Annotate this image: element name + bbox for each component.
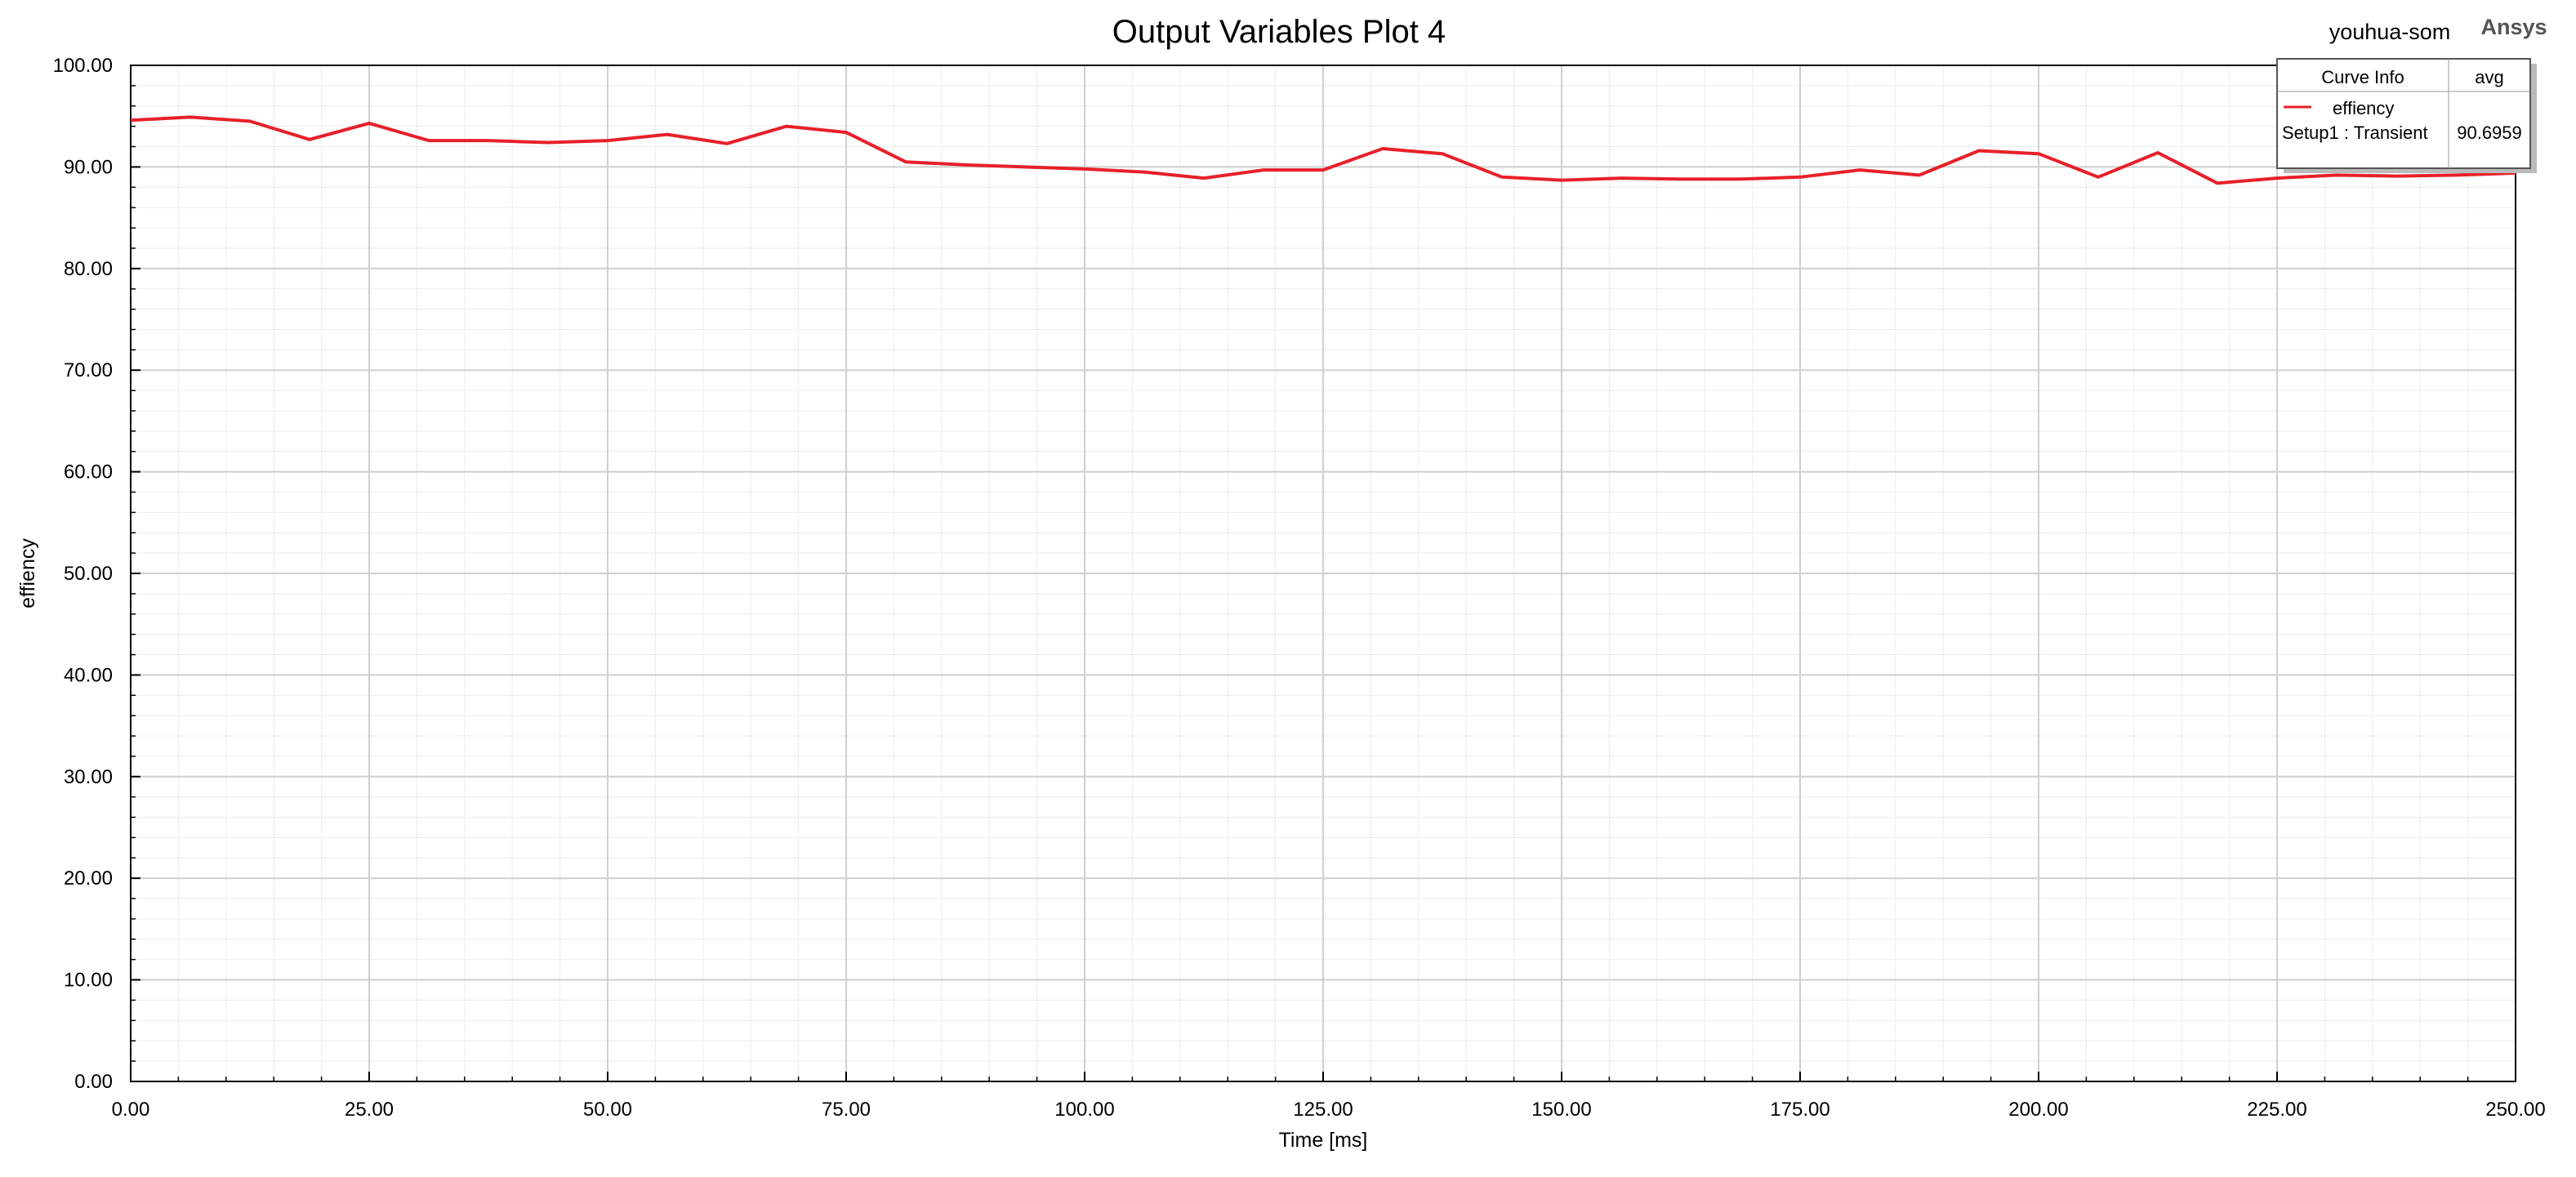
chart-title: Output Variables Plot 4 [1112,14,1446,50]
legend-setup-label: Setup1 : Transient [2282,123,2428,143]
x-tick-label: 225.00 [2247,1099,2306,1121]
x-tick-label: 125.00 [1293,1099,1353,1121]
y-tick-label: 30.00 [64,766,113,788]
y-tick-label: 40.00 [64,664,113,686]
design-name: youhua-som [2329,20,2451,44]
legend-header-avg: avg [2475,67,2503,87]
x-tick-label: 50.00 [583,1099,632,1121]
y-tick-label: 10.00 [64,970,113,992]
x-tick-label: 0.00 [112,1099,150,1121]
y-axis-label: effiency [16,538,39,609]
legend-header-curve-info: Curve Info [2321,67,2404,87]
x-tick-label: 75.00 [822,1099,871,1121]
x-tick-label: 150.00 [1531,1099,1591,1121]
y-tick-labels: 0.00 10.00 20.00 30.00 40.00 50.00 60.00 70.00 8… [53,55,113,1093]
x-tick-label: 25.00 [345,1099,394,1121]
legend-avg-value: 90.6959 [2457,123,2522,143]
axis-ticks [130,65,2516,1082]
x-tick-label: 200.00 [2008,1099,2068,1121]
x-tick-labels: 0.00 25.00 50.00 75.00 100.00 125.00 150.00 175… [112,1099,2546,1121]
x-axis-label: Time [ms] [1279,1129,1368,1152]
x-tick-label: 250.00 [2485,1099,2545,1121]
x-tick-label: 100.00 [1054,1099,1114,1121]
series-group [130,115,2516,185]
y-tick-label: 50.00 [64,563,113,585]
y-tick-label: 90.00 [64,156,113,178]
y-tick-label: 0.00 [74,1071,113,1093]
y-tick-label: 80.00 [64,258,113,280]
brand-logo: Ansys [2480,15,2547,39]
y-tick-label: 100.00 [53,55,113,77]
y-tick-label: 20.00 [64,867,113,889]
y-tick-label: 70.00 [64,359,113,381]
x-tick-label: 175.00 [1770,1099,1829,1121]
legend-box[interactable]: Curve Info avg effiency Setup1 : Transie… [2276,58,2537,173]
series-line-effiency [130,115,2516,185]
y-tick-label: 60.00 [64,461,113,484]
legend-series-name: effiency [2333,98,2394,118]
